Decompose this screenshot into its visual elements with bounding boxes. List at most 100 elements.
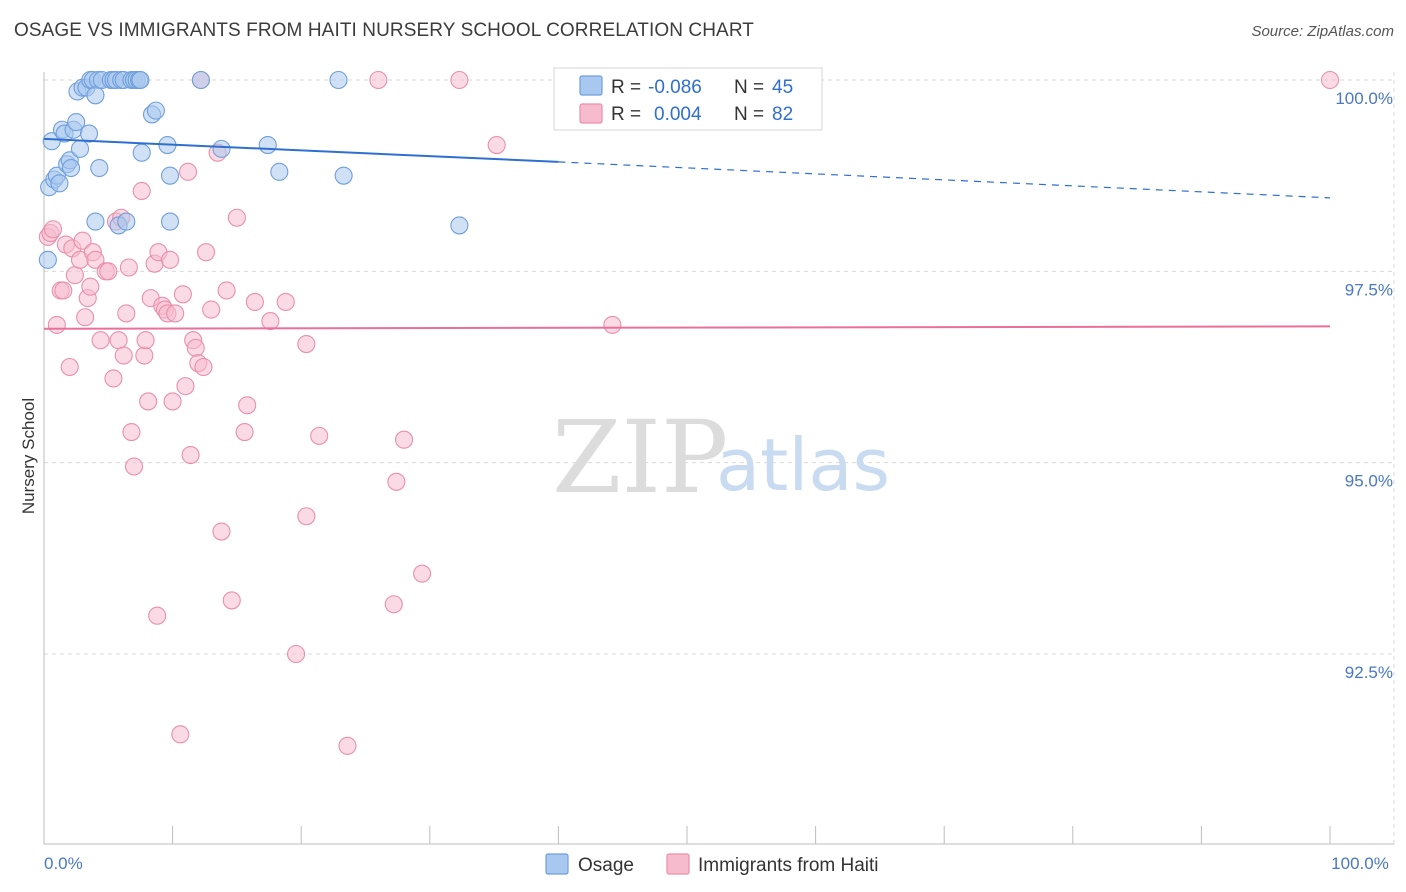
haiti-point — [369, 70, 388, 90]
haiti-point — [238, 396, 257, 415]
haiti-point — [1320, 70, 1340, 90]
osage-point — [329, 70, 348, 90]
haiti-point — [217, 281, 236, 300]
osage-point — [270, 162, 289, 181]
haiti-point — [297, 507, 316, 526]
osage-point — [160, 166, 180, 185]
haiti-point — [196, 243, 216, 262]
osage-point — [146, 101, 165, 120]
haiti-point — [245, 292, 264, 311]
osage-point — [79, 124, 99, 143]
haiti-point — [395, 430, 414, 449]
stats-legend: R = -0.086 N = 45 R = 0.004 N = 82 — [553, 67, 823, 131]
haiti-point — [124, 457, 144, 476]
osage-point — [117, 212, 136, 231]
haiti-point — [104, 369, 123, 388]
haiti-point — [194, 357, 213, 377]
haiti-trend-line — [43, 325, 1331, 330]
haiti-point — [487, 136, 506, 155]
haiti-point — [338, 736, 357, 755]
legend-osage-r-value: -0.086 — [648, 77, 702, 98]
y-tick-label: 92.5% — [1345, 663, 1393, 682]
chart-title: OSAGE VS IMMIGRANTS FROM HAITI NURSERY S… — [14, 20, 755, 41]
y-tick-label: 97.5% — [1345, 280, 1393, 299]
points-layer — [38, 70, 1340, 755]
osage-point — [70, 139, 90, 158]
y-tick-label: 100.0% — [1335, 89, 1393, 108]
haiti-point — [76, 308, 95, 327]
osage-point — [67, 113, 86, 132]
haiti-point — [202, 300, 221, 319]
osage-trend-line — [43, 137, 559, 163]
osage-point — [50, 174, 69, 193]
haiti-point — [173, 285, 192, 304]
haiti-point — [60, 357, 79, 377]
haiti-point — [261, 312, 280, 331]
osage-point — [61, 158, 81, 178]
haiti-point — [122, 423, 141, 442]
haiti-point — [163, 392, 182, 411]
legend-haiti-r-label: R = — [611, 104, 641, 125]
haiti-point — [139, 392, 158, 411]
legend-swatch-haiti — [579, 103, 603, 124]
trend-layer — [43, 137, 1331, 330]
legend-haiti-r-value: 0.004 — [654, 104, 702, 125]
haiti-point — [99, 262, 118, 281]
haiti-point — [43, 220, 63, 239]
haiti-point — [235, 423, 254, 442]
haiti-point — [276, 292, 295, 311]
haiti-point — [297, 334, 316, 354]
haiti-point — [54, 281, 73, 300]
haiti-point — [148, 606, 167, 625]
axis-layer: 100.0% 97.5% 95.0% 92.5% 0.0% 100.0% — [43, 72, 1394, 873]
haiti-point — [160, 250, 180, 269]
haiti-point — [384, 595, 403, 614]
x-tick-label: 100.0% — [1331, 854, 1389, 873]
haiti-point — [47, 315, 66, 334]
x-tick-label: 0.0% — [44, 854, 83, 873]
osage-point — [212, 139, 231, 158]
watermark-zip: ZIP — [552, 399, 728, 516]
osage-point — [86, 212, 105, 231]
haiti-point — [178, 162, 198, 181]
haiti-point — [135, 346, 154, 365]
osage-point — [334, 166, 353, 185]
haiti-point — [222, 591, 241, 610]
haiti-point — [413, 564, 432, 583]
haiti-point — [109, 331, 128, 350]
legend-osage-r-label: R = — [611, 77, 641, 98]
haiti-point — [65, 266, 84, 285]
haiti-point — [176, 377, 195, 396]
bottom-legend-swatch-haiti — [666, 853, 690, 875]
haiti-point — [81, 277, 100, 296]
osage-point — [191, 70, 210, 90]
haiti-point — [86, 250, 105, 269]
haiti-point — [181, 445, 200, 465]
haiti-point — [171, 725, 190, 744]
series-legend: Osage Immigrants from Haiti — [545, 853, 879, 876]
bottom-legend-label-haiti: Immigrants from Haiti — [698, 855, 879, 876]
chart-source: Source: ZipAtlas.com — [1251, 23, 1394, 40]
bottom-legend-swatch-osage — [545, 853, 569, 875]
haiti-point — [91, 331, 110, 350]
haiti-point — [387, 472, 406, 491]
legend-osage-n-label: N = — [734, 77, 764, 98]
haiti-point — [132, 181, 151, 201]
osage-point — [38, 250, 57, 269]
haiti-point — [310, 426, 329, 445]
legend-haiti-n-value: 82 — [772, 104, 793, 125]
haiti-point — [166, 304, 185, 323]
legend-haiti-n-label: N = — [734, 104, 764, 125]
osage-point — [90, 158, 109, 178]
haiti-point — [603, 315, 622, 334]
watermark: ZIP atlas — [552, 399, 890, 516]
haiti-point — [136, 331, 155, 350]
y-tick-label: 95.0% — [1345, 472, 1393, 491]
haiti-point — [227, 208, 246, 227]
osage-point — [258, 136, 277, 155]
y-axis-title: Nursery School — [19, 398, 38, 514]
osage-point — [160, 212, 180, 231]
haiti-point — [117, 304, 136, 323]
haiti-point — [114, 346, 133, 365]
